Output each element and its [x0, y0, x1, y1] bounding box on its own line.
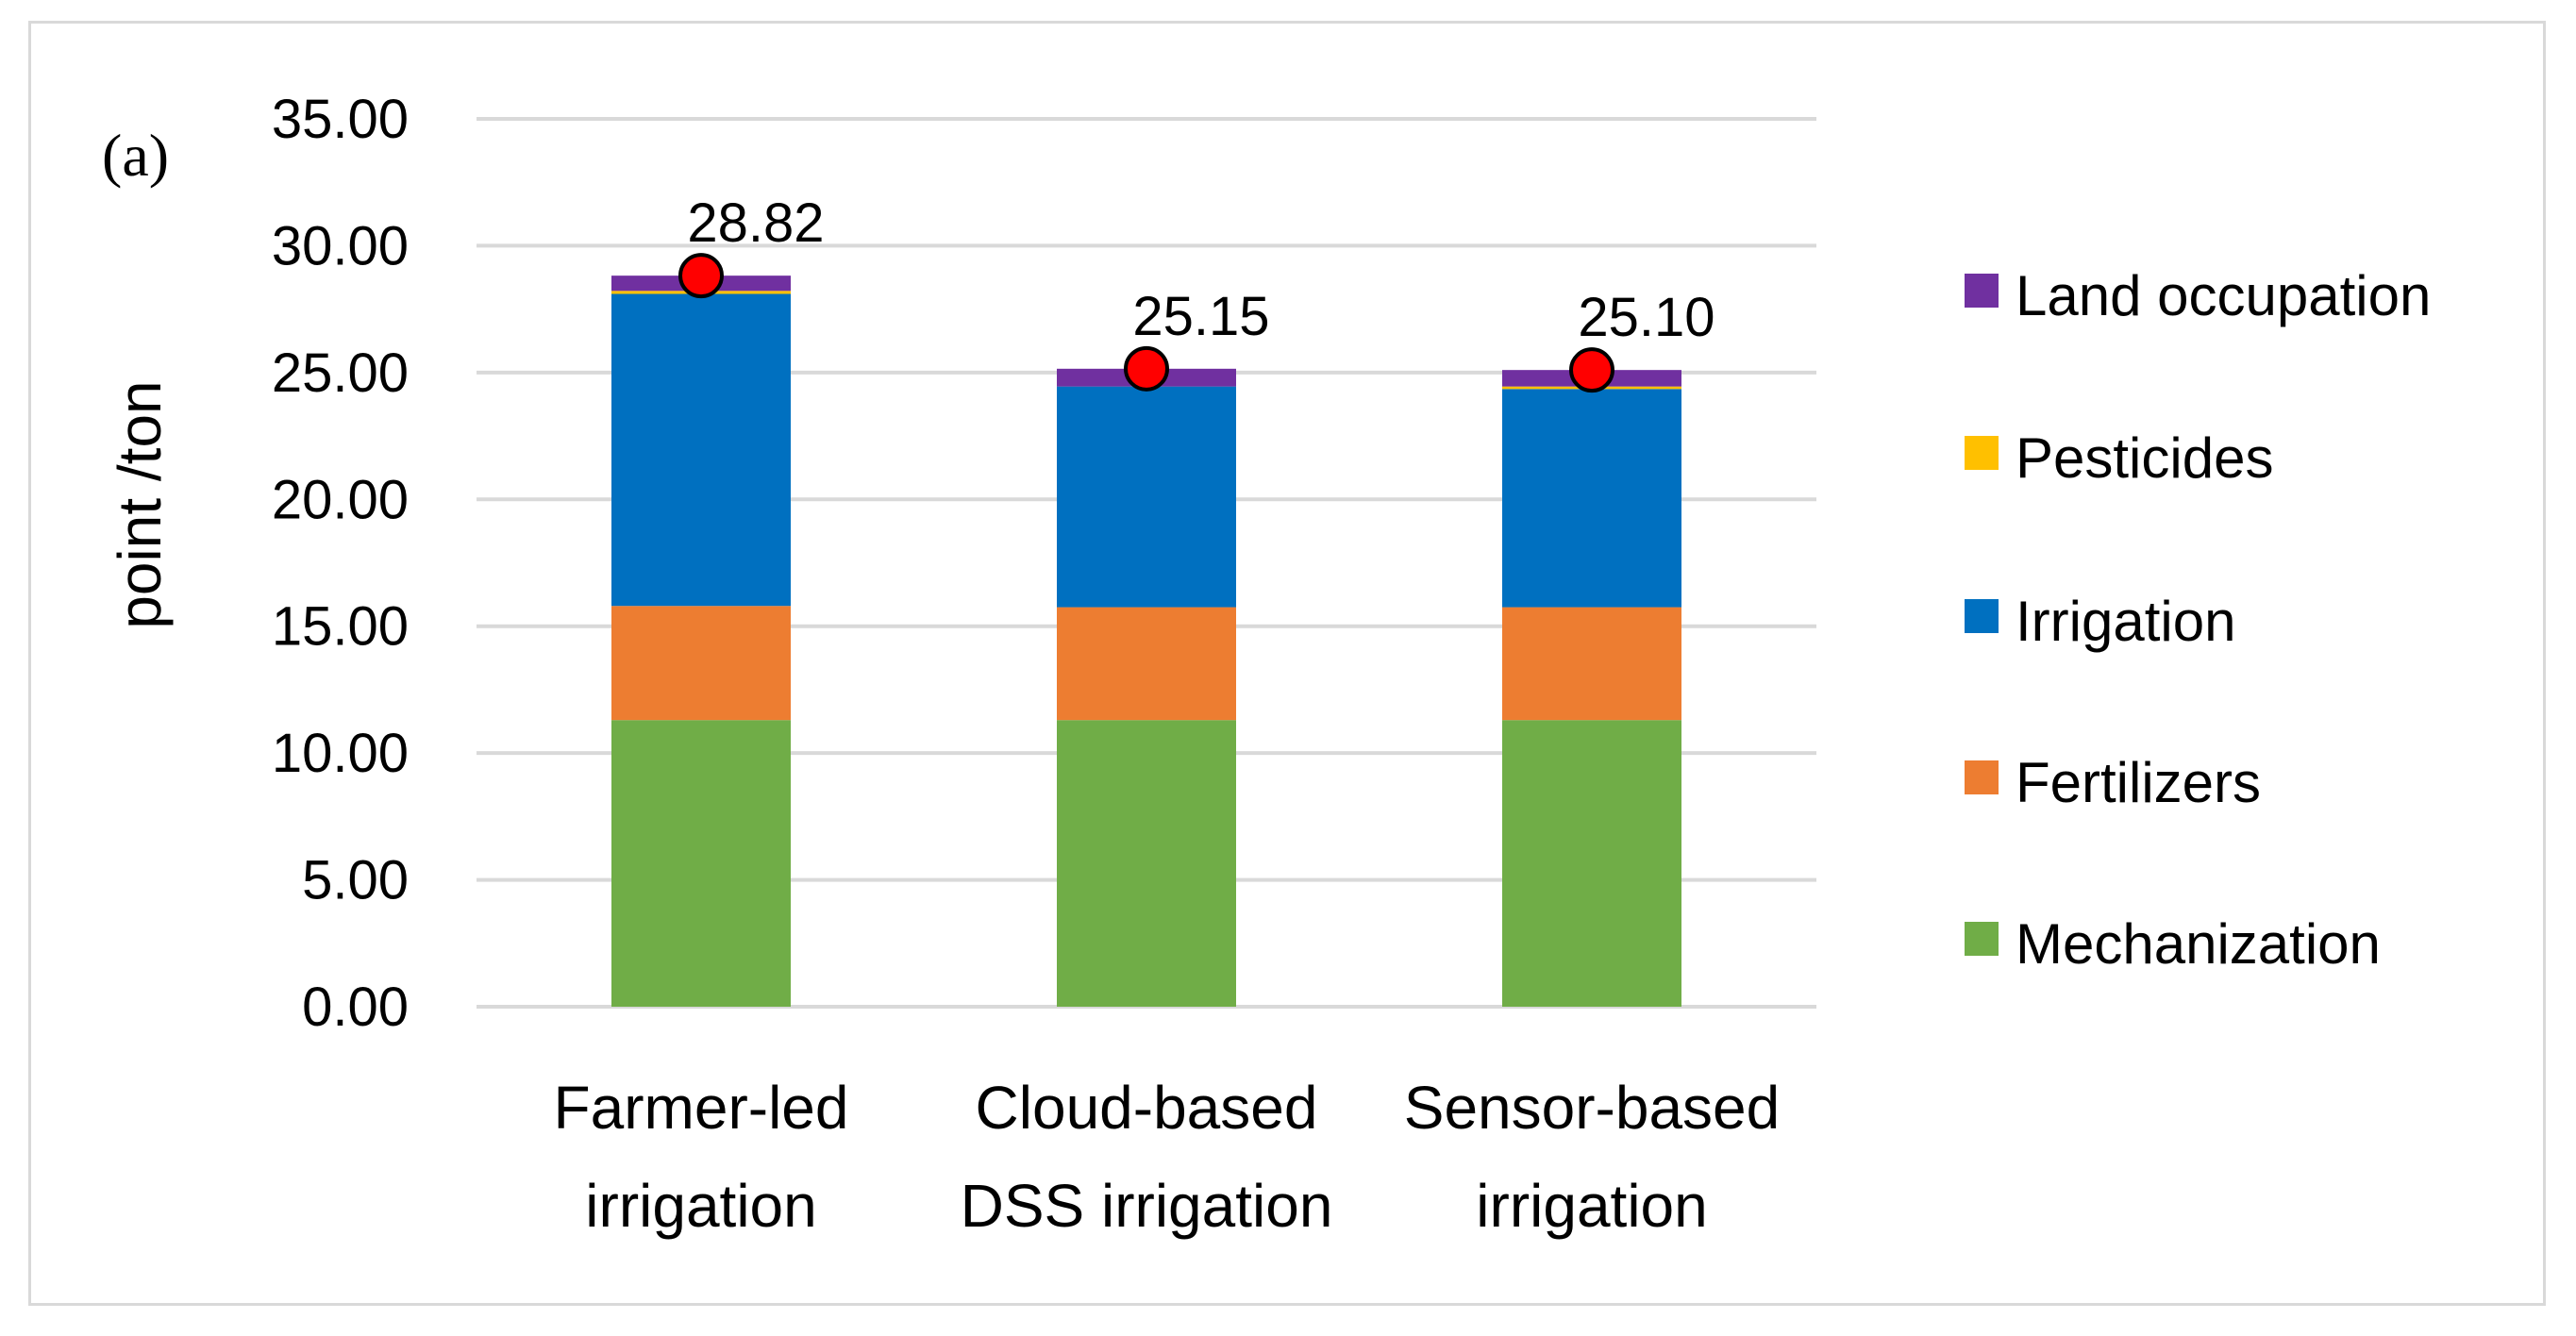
legend-item: Fertilizers: [1965, 742, 2487, 825]
bar-segment: [1502, 720, 1681, 1007]
total-label: 25.10: [1578, 287, 1715, 348]
bar-segment: [611, 293, 791, 607]
x-category-label: Sensor-based: [1404, 1074, 1780, 1142]
legend-item: Land occupation: [1965, 255, 2487, 338]
x-category-labels: Farmer-led irrigation Cloud-based DSS irrig…: [554, 1074, 1781, 1240]
y-tick-label: 30.00: [272, 215, 409, 276]
total-marker: [678, 253, 724, 299]
bar-segment: [1057, 720, 1236, 1007]
legend-item: Irrigation: [1965, 580, 2487, 663]
bars: [611, 276, 1681, 1007]
legend-swatch: [1965, 760, 1999, 794]
total-markers: 28.82 25.15 25.10: [678, 192, 1715, 393]
x-category-label: irrigation: [1476, 1172, 1707, 1240]
y-axis-title: point /ton: [106, 380, 174, 629]
y-tick-label: 15.00: [272, 596, 409, 658]
legend-item: Mechanization: [1965, 903, 2487, 986]
bar-segment: [611, 606, 791, 721]
y-tick-label: 35.00: [272, 89, 409, 150]
legend-item: Pesticides: [1965, 417, 2487, 500]
panel-label: (a): [102, 122, 170, 189]
legend-swatch: [1965, 436, 1999, 470]
y-tick-label: 25.00: [272, 342, 409, 404]
total-marker: [1124, 345, 1169, 392]
total-label: 28.82: [687, 192, 824, 254]
y-tick-labels: 0.00 5.00 10.00 15.00 20.00 25.00 30.00 35.00: [272, 89, 409, 1038]
bar-segment: [1057, 386, 1236, 608]
x-category-label: irrigation: [585, 1172, 816, 1240]
legend-swatch: [1965, 922, 1999, 956]
x-category-label: Farmer-led: [554, 1074, 849, 1142]
legend-label: Irrigation: [2016, 590, 2236, 653]
legend-label: Mechanization: [2016, 912, 2381, 976]
bar-segment: [1502, 389, 1681, 608]
x-category-label: DSS irrigation: [961, 1172, 1333, 1240]
legend-label: Fertilizers: [2016, 751, 2262, 814]
legend-swatch: [1965, 599, 1999, 633]
bar-segment: [611, 720, 791, 1007]
y-tick-label: 5.00: [302, 850, 409, 911]
bar-segment: [1502, 607, 1681, 721]
legend-label: Land occupation: [2016, 264, 2432, 327]
total-label: 25.15: [1132, 286, 1269, 347]
x-category-label: Cloud-based: [976, 1074, 1318, 1142]
y-tick-label: 10.00: [272, 723, 409, 784]
legend-label: Pesticides: [2016, 426, 2274, 490]
chart-frame: [28, 21, 2546, 1306]
total-marker: [1569, 347, 1614, 393]
bar-segment: [1057, 607, 1236, 721]
y-tick-label: 20.00: [272, 469, 409, 530]
y-tick-label: 0.00: [302, 977, 409, 1038]
legend-swatch: [1965, 274, 1999, 308]
